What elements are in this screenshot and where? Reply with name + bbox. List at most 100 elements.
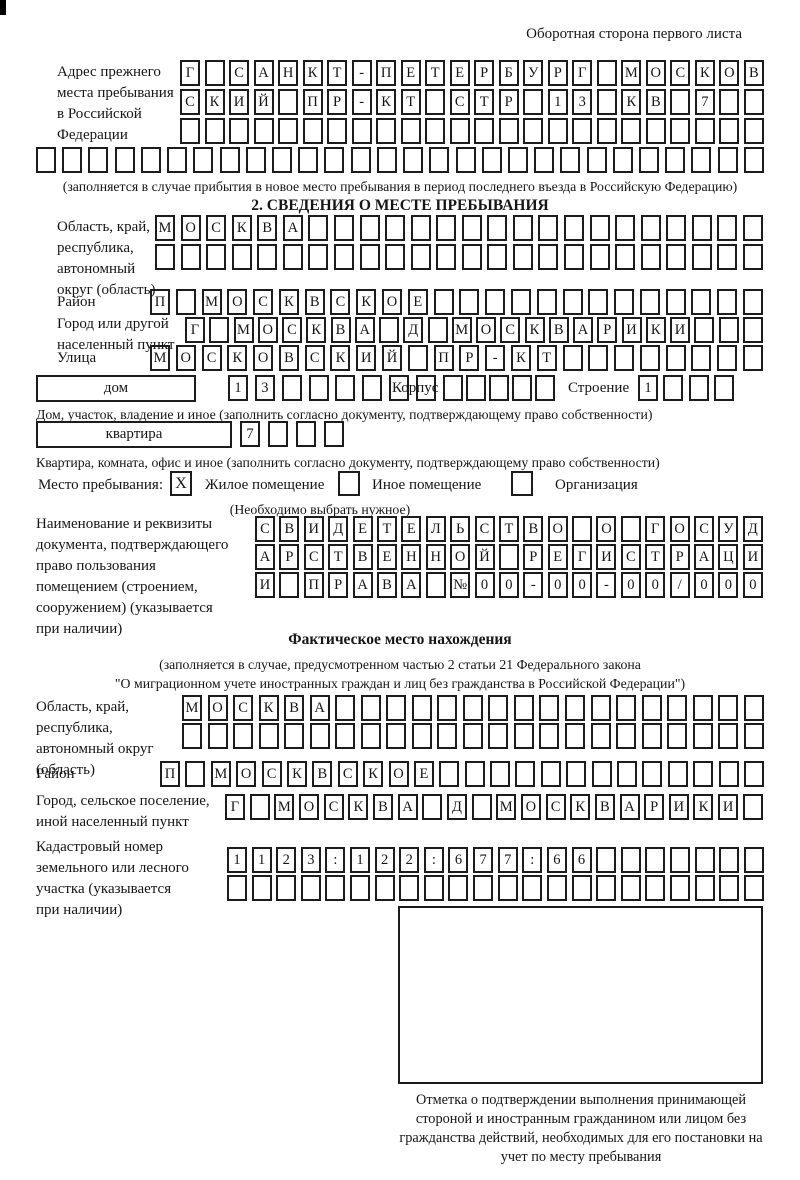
char-cell[interactable]: М: [621, 60, 642, 86]
char-cell[interactable]: [614, 345, 635, 371]
char-cell[interactable]: С: [474, 516, 495, 542]
char-cell[interactable]: Г: [645, 516, 666, 542]
char-cell[interactable]: [335, 375, 356, 401]
char-cell[interactable]: [717, 289, 738, 315]
char-cell[interactable]: С: [337, 761, 358, 787]
char-cell[interactable]: 0: [620, 572, 641, 598]
char-cell[interactable]: С: [282, 317, 302, 343]
char-cell[interactable]: А: [309, 695, 330, 721]
char-cell[interactable]: Т: [400, 89, 421, 115]
char-cell[interactable]: [140, 147, 161, 173]
char-cell[interactable]: [742, 794, 763, 820]
char-cell[interactable]: [268, 421, 288, 447]
char-cell[interactable]: -: [596, 572, 617, 598]
char-cell[interactable]: С: [323, 794, 344, 820]
char-cell[interactable]: [423, 875, 444, 901]
char-cell[interactable]: [645, 847, 666, 873]
char-cell[interactable]: В: [279, 516, 300, 542]
char-cell[interactable]: [498, 118, 519, 144]
char-cell[interactable]: [498, 544, 519, 570]
char-cell[interactable]: 7: [240, 421, 260, 447]
char-cell[interactable]: С: [206, 215, 227, 241]
char-cell[interactable]: [400, 118, 421, 144]
char-cell[interactable]: №: [450, 572, 471, 598]
char-cell[interactable]: [324, 147, 345, 173]
char-cell[interactable]: [180, 244, 201, 270]
char-cell[interactable]: [692, 695, 713, 721]
char-cell[interactable]: Д: [446, 794, 467, 820]
char-cell[interactable]: [571, 875, 592, 901]
char-cell[interactable]: 7: [694, 89, 715, 115]
char-cell[interactable]: [523, 89, 544, 115]
char-cell[interactable]: [271, 147, 292, 173]
char-cell[interactable]: 0: [547, 572, 568, 598]
char-cell[interactable]: 3: [254, 375, 275, 401]
char-cell[interactable]: Е: [376, 544, 397, 570]
char-cell[interactable]: [376, 147, 397, 173]
char-cell[interactable]: [278, 89, 299, 115]
char-cell[interactable]: [616, 723, 637, 749]
char-cell[interactable]: [513, 695, 534, 721]
char-cell[interactable]: [564, 244, 584, 270]
char-cell[interactable]: [485, 289, 506, 315]
char-cell[interactable]: [694, 118, 715, 144]
char-cell[interactable]: [360, 723, 381, 749]
char-cell[interactable]: 1: [251, 847, 272, 873]
char-cell[interactable]: Е: [413, 761, 434, 787]
char-cell[interactable]: [535, 375, 555, 401]
char-cell[interactable]: 7: [497, 847, 518, 873]
char-cell[interactable]: [670, 118, 691, 144]
char-cell[interactable]: [389, 375, 410, 401]
char-cell[interactable]: [589, 215, 610, 241]
char-cell[interactable]: [586, 147, 607, 173]
char-cell[interactable]: 1: [350, 847, 371, 873]
char-cell[interactable]: [719, 875, 740, 901]
char-cell[interactable]: [324, 421, 344, 447]
char-cell[interactable]: Т: [376, 516, 397, 542]
char-cell[interactable]: [410, 244, 431, 270]
char-cell[interactable]: П: [150, 289, 170, 315]
char-cell[interactable]: Г: [180, 60, 200, 86]
char-cell[interactable]: [596, 875, 617, 901]
char-cell[interactable]: :: [522, 847, 543, 873]
char-cell[interactable]: 0: [572, 572, 593, 598]
char-cell[interactable]: [227, 875, 247, 901]
char-cell[interactable]: М: [233, 317, 254, 343]
char-cell[interactable]: [284, 723, 305, 749]
char-cell[interactable]: [415, 375, 436, 401]
char-cell[interactable]: Р: [328, 572, 349, 598]
char-cell[interactable]: [296, 421, 316, 447]
char-cell[interactable]: [742, 345, 763, 371]
char-cell[interactable]: Ц: [718, 544, 739, 570]
char-cell[interactable]: [620, 516, 641, 542]
char-cell[interactable]: -: [523, 572, 544, 598]
char-cell[interactable]: Р: [498, 89, 519, 115]
char-cell[interactable]: К: [227, 345, 248, 371]
char-cell[interactable]: [743, 89, 764, 115]
char-cell[interactable]: Г: [572, 60, 593, 86]
char-cell[interactable]: [175, 289, 196, 315]
char-cell[interactable]: Е: [449, 60, 470, 86]
char-cell[interactable]: Р: [597, 317, 618, 343]
char-cell[interactable]: [185, 761, 206, 787]
char-cell[interactable]: [589, 244, 610, 270]
char-cell[interactable]: И: [596, 544, 617, 570]
char-cell[interactable]: [640, 215, 661, 241]
char-cell[interactable]: [300, 875, 321, 901]
char-cell[interactable]: 6: [448, 847, 469, 873]
char-cell[interactable]: К: [330, 345, 351, 371]
char-cell[interactable]: [333, 215, 354, 241]
char-cell[interactable]: [572, 516, 593, 542]
char-cell[interactable]: [462, 723, 483, 749]
char-cell[interactable]: 0: [694, 572, 715, 598]
char-cell[interactable]: [564, 723, 585, 749]
char-cell[interactable]: С: [253, 289, 274, 315]
char-cell[interactable]: К: [570, 794, 591, 820]
char-cell[interactable]: Д: [403, 317, 424, 343]
char-cell[interactable]: [351, 118, 372, 144]
char-cell[interactable]: М: [150, 345, 170, 371]
char-cell[interactable]: [512, 215, 533, 241]
char-cell[interactable]: [688, 375, 709, 401]
char-cell[interactable]: [308, 244, 329, 270]
char-cell[interactable]: [155, 244, 175, 270]
